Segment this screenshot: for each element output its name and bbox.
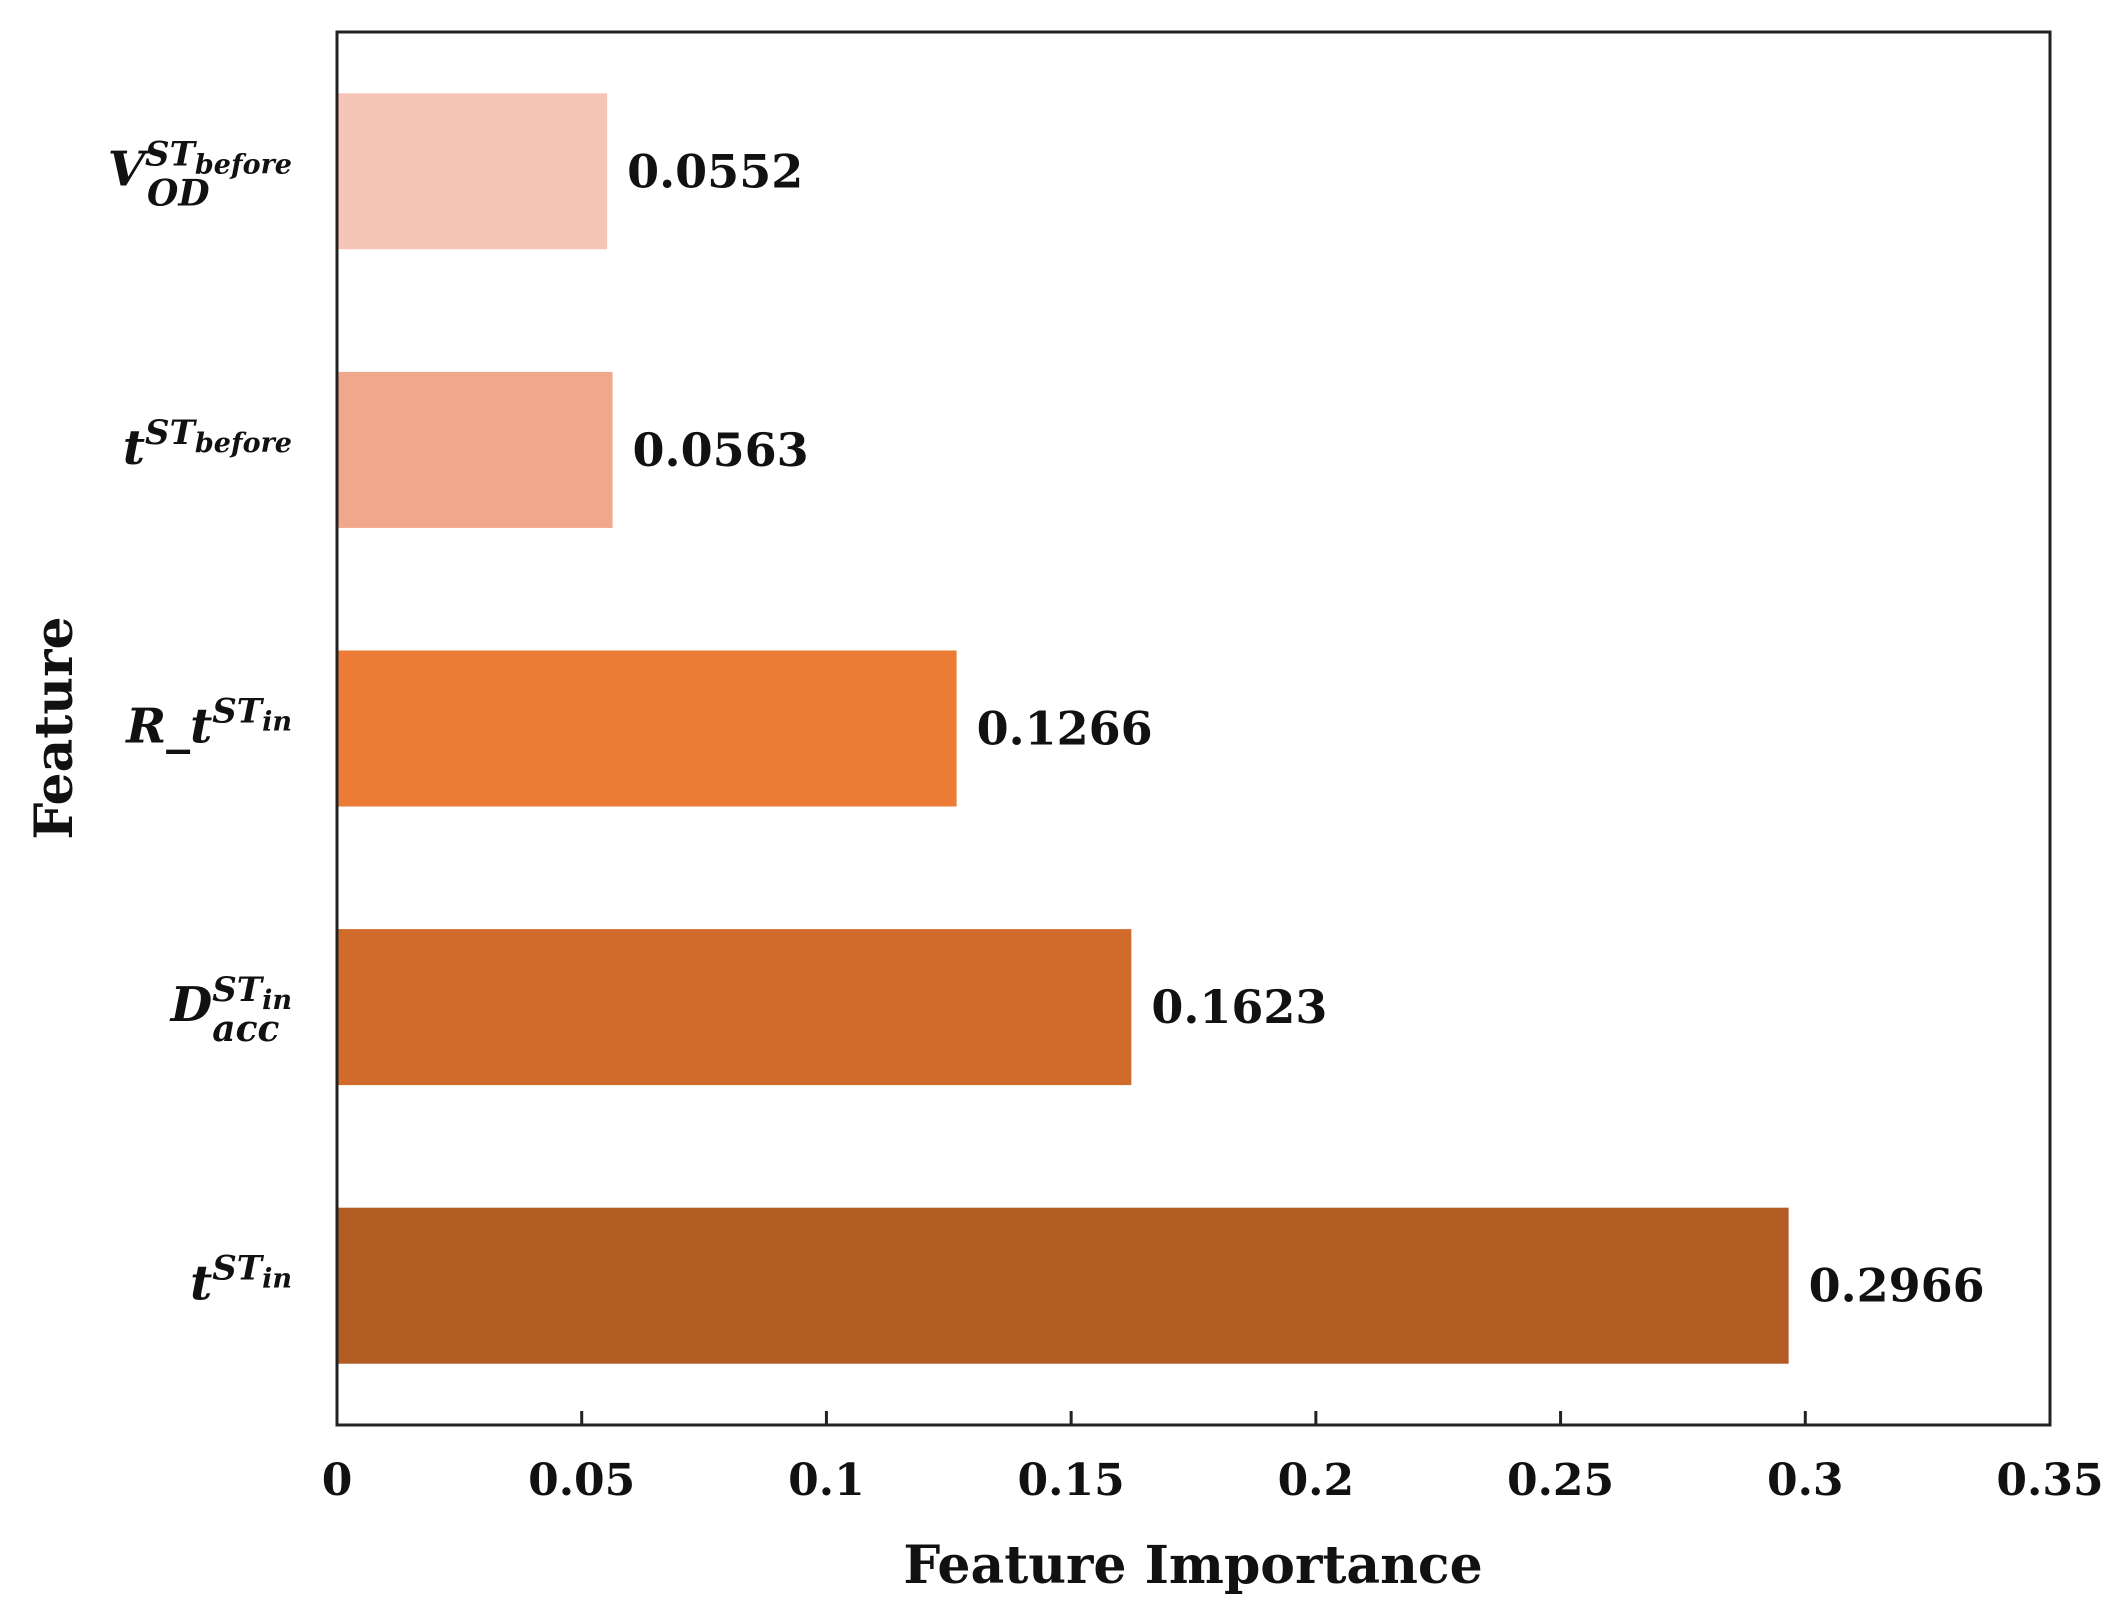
bar-2: [337, 650, 957, 807]
bars-group: [337, 93, 1789, 1364]
y-axis-title: Feature: [24, 616, 85, 839]
x-tick-label-7: 0.35: [1996, 1455, 2103, 1506]
category-label-2: R_tSTin: [124, 692, 292, 755]
value-label-0: 0.0552: [627, 144, 803, 198]
bar-0: [337, 93, 608, 250]
bar-1: [337, 371, 613, 528]
category-sublabel-0: OD: [147, 172, 210, 214]
x-tick-label-0: 0: [322, 1455, 353, 1506]
bar-4: [337, 1207, 1789, 1364]
x-axis-title: Feature Importance: [903, 1535, 1482, 1596]
value-labels-group: 0.0552 0.0563 0.1266 0.1623 0.2966: [627, 144, 1985, 1312]
x-tick-label-5: 0.25: [1507, 1455, 1614, 1506]
x-tick-label-2: 0.1: [788, 1455, 865, 1506]
value-label-4: 0.2966: [1809, 1259, 1985, 1313]
category-label-1: tSTbefore: [123, 413, 292, 476]
category-label-3: DSTin: [169, 970, 292, 1033]
category-sublabel-3: acc: [212, 1008, 279, 1050]
category-label-4: tSTin: [190, 1249, 292, 1312]
plot-frame: [335, 30, 2052, 1427]
value-label-1: 0.0563: [633, 423, 809, 477]
value-label-2: 0.1266: [977, 702, 1153, 756]
bar-3: [337, 929, 1132, 1086]
x-tick-label-4: 0.2: [1278, 1455, 1355, 1506]
x-tick-label-6: 0.3: [1767, 1455, 1844, 1506]
x-tick-label-1: 0.05: [528, 1455, 635, 1506]
value-label-3: 0.1623: [1151, 980, 1327, 1034]
category-label-0: VSTbefore: [108, 134, 292, 197]
x-axis-ticks-group: 0 0.05 0.1 0.15 0.2 0.25 0.3 0.35: [322, 1411, 2104, 1506]
x-tick-label-3: 0.15: [1018, 1455, 1125, 1506]
